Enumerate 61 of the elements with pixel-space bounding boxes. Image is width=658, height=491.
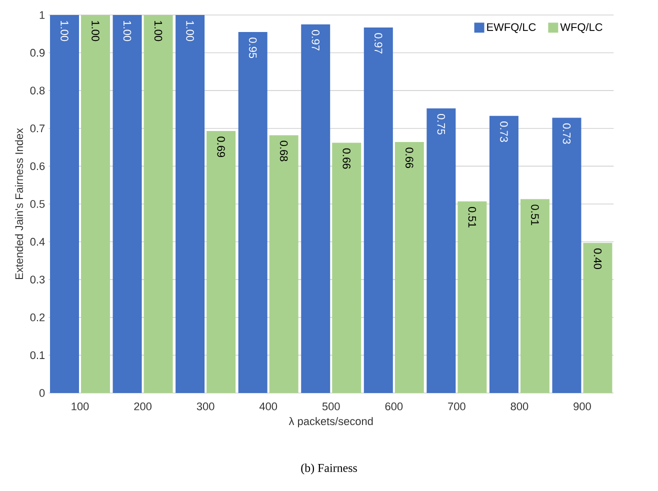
bar (583, 242, 612, 393)
y-tick-label: 0.2 (30, 314, 45, 322)
data-label: 0.95 (248, 38, 257, 58)
y-tick-label: 0.6 (30, 162, 45, 170)
data-label: 0.97 (374, 33, 382, 54)
bar (394, 142, 424, 393)
data-label: 0.75 (437, 114, 446, 134)
x-tick-label: 900 (574, 402, 591, 410)
y-tick-label: 0.5 (30, 200, 45, 208)
x-tick-label: 600 (385, 402, 403, 410)
y-tick-label: 1 (40, 11, 45, 19)
data-label: 0.68 (280, 140, 288, 162)
data-label: 0.66 (342, 148, 350, 169)
bar (144, 14, 173, 393)
data-label: 1.00 (123, 21, 132, 42)
data-label: 1.00 (186, 21, 194, 42)
x-tick-label: 200 (134, 402, 152, 410)
y-tick-label: 0.3 (30, 276, 45, 284)
x-tick-label: 400 (259, 402, 278, 410)
bar (206, 131, 236, 393)
bar (81, 14, 110, 393)
bar (176, 14, 205, 393)
bar (112, 14, 142, 393)
x-tick-label: 100 (72, 402, 89, 410)
bar (269, 135, 298, 393)
y-tick-label: 0.7 (30, 124, 45, 132)
bar (332, 142, 362, 393)
x-axis-title: λ packets/second (288, 417, 373, 428)
y-tick-label: 0.9 (30, 48, 45, 57)
bar (458, 201, 487, 393)
y-tick-label: 0 (39, 389, 45, 397)
data-label: 1.00 (154, 21, 162, 42)
data-label: 0.69 (217, 136, 225, 158)
bar (238, 32, 268, 393)
data-label: 0.73 (562, 123, 571, 144)
x-tick-label: 800 (510, 402, 528, 410)
bar (426, 108, 456, 393)
y-tick-label: 0.1 (30, 351, 45, 360)
bar (301, 24, 330, 393)
bar (520, 199, 550, 393)
bar (364, 27, 393, 393)
data-label: 0.40 (594, 248, 602, 270)
text: (b) Fairness (301, 464, 357, 474)
data-label: 0.97 (312, 30, 320, 50)
x-tick-label: 700 (448, 402, 466, 410)
bar (552, 118, 582, 393)
data-label: 1.00 (92, 21, 100, 42)
x-tick-label: 500 (322, 402, 340, 410)
legend-label: EWFQ/LC (487, 22, 536, 33)
legend-label: WFQ/LC (560, 22, 602, 33)
y-tick-label: 0.8 (30, 86, 45, 94)
x-tick-label: 300 (196, 402, 214, 410)
data-label: 0.66 (406, 148, 414, 168)
bar (50, 14, 80, 393)
data-label: 0.51 (531, 204, 539, 226)
y-tick-label: 0.4 (30, 238, 45, 246)
data-label: 1.00 (60, 21, 68, 42)
bar (489, 116, 518, 393)
data-label: 0.51 (468, 206, 476, 228)
y-axis-title: Extended Jain's Fairness Index (14, 128, 24, 280)
data-label: 0.73 (500, 122, 508, 142)
